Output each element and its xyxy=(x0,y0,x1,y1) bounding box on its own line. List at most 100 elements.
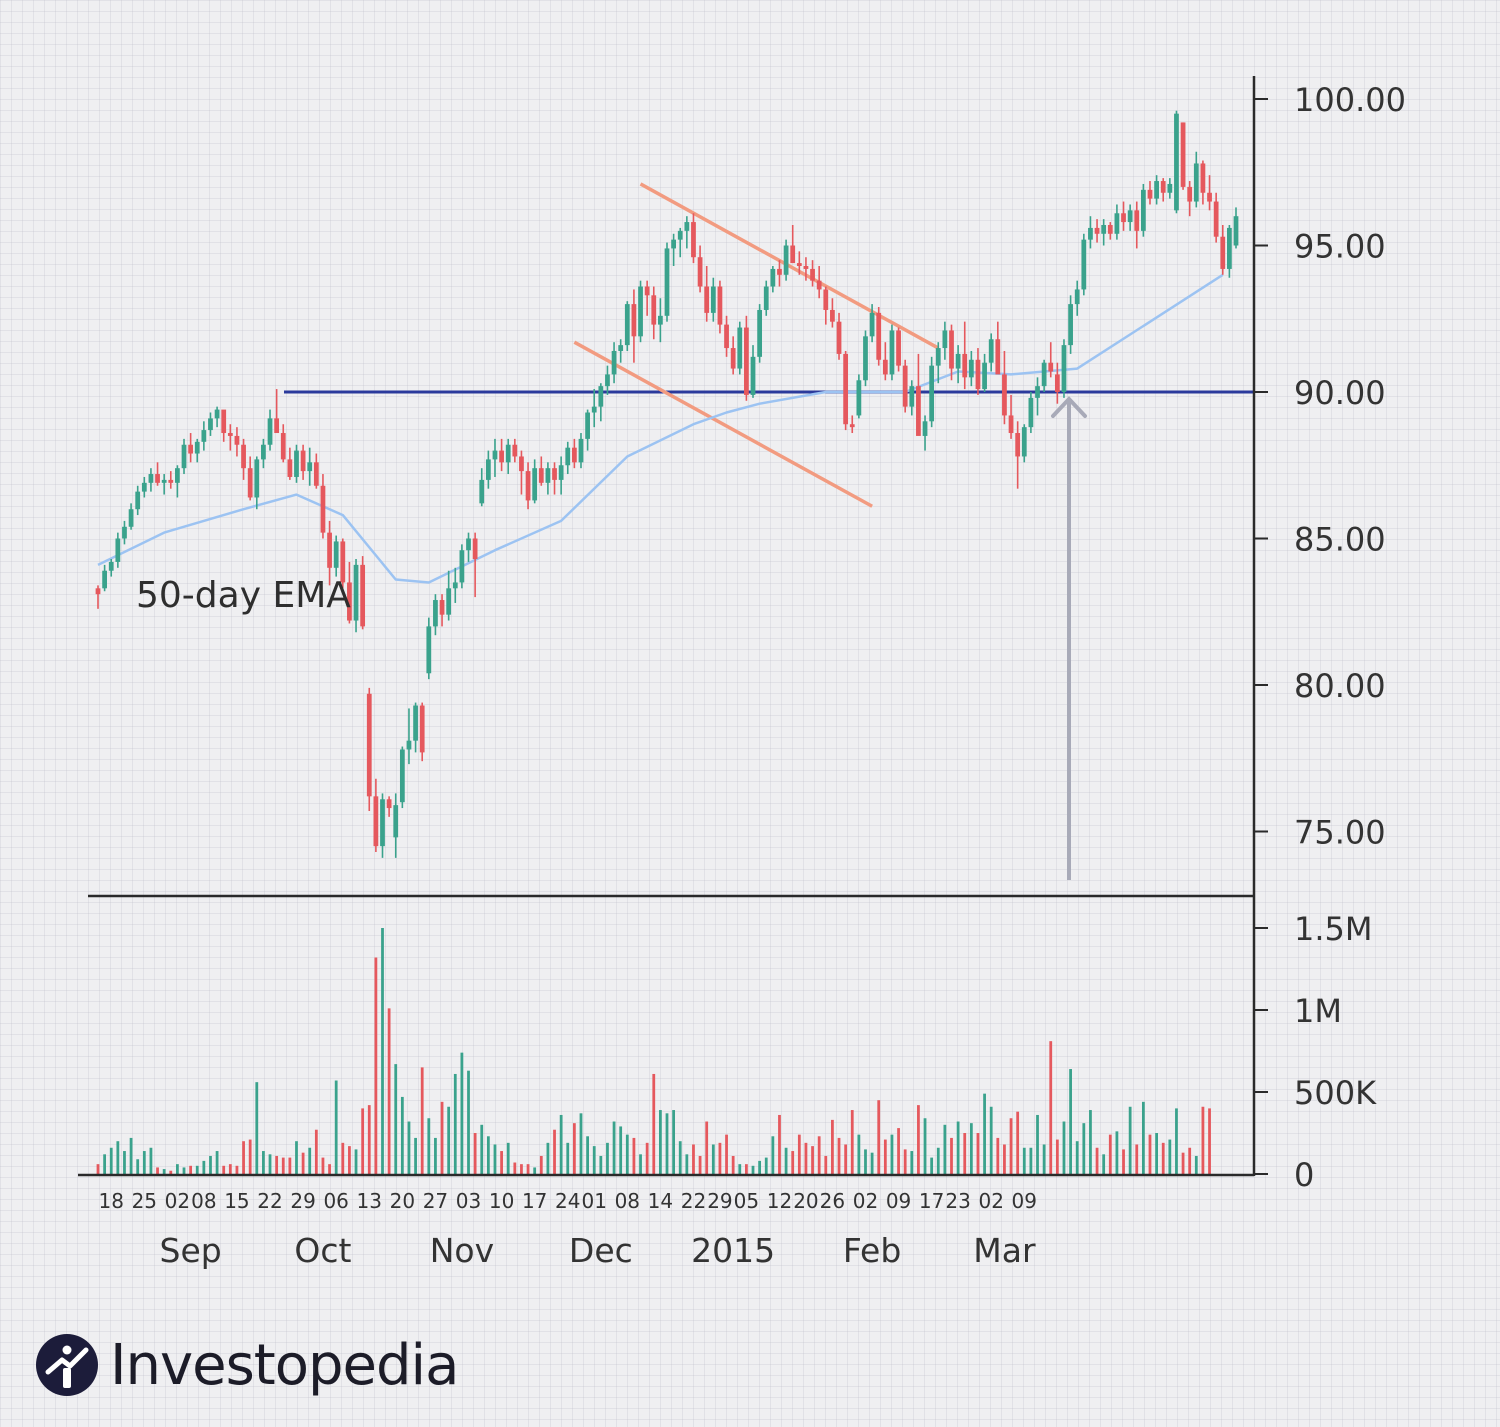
candle xyxy=(902,359,908,413)
candle xyxy=(545,462,551,495)
candle-body xyxy=(763,286,769,310)
candle-body xyxy=(1121,213,1126,223)
candle-body xyxy=(1021,427,1027,457)
volume-bar xyxy=(526,1164,530,1174)
volume-bar xyxy=(579,1113,583,1174)
candle-body xyxy=(909,386,915,407)
volume-bar xyxy=(844,1144,848,1174)
candle xyxy=(578,433,584,469)
brand-logo: Investopedia xyxy=(34,1330,459,1400)
candle xyxy=(942,321,948,360)
volume-bar xyxy=(486,1136,490,1174)
candle-body xyxy=(155,474,160,483)
candle xyxy=(1081,233,1087,296)
candle xyxy=(135,485,141,516)
candle xyxy=(413,702,418,753)
volume-bar xyxy=(407,1121,411,1174)
volume-bar xyxy=(248,1139,252,1174)
volume-bar xyxy=(625,1134,629,1174)
candle xyxy=(1220,224,1226,275)
candle xyxy=(201,421,207,451)
volume-bar xyxy=(963,1133,967,1174)
day-tick-label: 03 xyxy=(456,1189,481,1213)
candle xyxy=(1174,110,1179,214)
channel-lower-line xyxy=(573,340,873,508)
candle-body xyxy=(724,324,729,349)
candle xyxy=(916,353,921,436)
volume-bar xyxy=(692,1144,695,1174)
volume-bar xyxy=(301,1152,305,1174)
volume-bar xyxy=(1188,1147,1192,1174)
candle xyxy=(122,520,127,545)
candle xyxy=(393,793,399,858)
price-tick-label: 85.00 xyxy=(1294,521,1386,559)
candle xyxy=(128,503,134,530)
candle xyxy=(1227,224,1232,278)
candle xyxy=(1134,201,1140,249)
candle-body xyxy=(882,359,888,375)
volume-bar xyxy=(665,1113,669,1174)
volume-bar xyxy=(295,1141,298,1174)
candlestick-series xyxy=(95,110,1239,858)
volume-bar xyxy=(850,1110,854,1174)
volume-bar xyxy=(751,1165,755,1174)
volume-bar xyxy=(652,1073,656,1174)
candle xyxy=(353,559,359,633)
candle xyxy=(1213,192,1219,243)
candle xyxy=(406,708,412,765)
volume-bar xyxy=(632,1137,636,1174)
volume-bar xyxy=(500,1151,503,1174)
candle-body xyxy=(591,406,597,413)
candle-body xyxy=(386,799,392,809)
candle-body xyxy=(796,263,802,267)
candle-body xyxy=(856,380,862,416)
price-tick-label: 100.00 xyxy=(1294,81,1406,119)
volume-bar xyxy=(334,1080,338,1174)
volume-bar xyxy=(228,1164,232,1174)
candle-body xyxy=(327,532,332,568)
candle xyxy=(744,315,749,401)
candle xyxy=(267,409,273,451)
volume-bar xyxy=(394,1064,398,1174)
candle xyxy=(1167,178,1173,199)
candle-body xyxy=(333,541,339,568)
candle xyxy=(1207,175,1212,211)
candle xyxy=(254,456,260,510)
volume-bar xyxy=(983,1093,986,1174)
candle xyxy=(300,444,306,480)
candle xyxy=(1200,160,1206,205)
candle xyxy=(466,532,471,562)
candle-body xyxy=(1107,224,1113,234)
candle-body xyxy=(585,412,590,439)
candle-body xyxy=(519,456,524,472)
candle xyxy=(704,266,710,322)
candle-body xyxy=(320,485,326,533)
candle xyxy=(882,342,888,381)
candle xyxy=(141,476,147,498)
candle-body xyxy=(1088,227,1093,240)
candle xyxy=(552,462,557,495)
candle xyxy=(234,427,240,457)
candle xyxy=(1140,183,1146,237)
candle xyxy=(194,438,200,463)
volume-bar xyxy=(606,1142,609,1174)
candle-body xyxy=(730,348,736,369)
volume-bar xyxy=(1135,1144,1139,1174)
candle-body xyxy=(313,462,319,486)
candle-body xyxy=(399,749,405,803)
volume-bar xyxy=(1181,1152,1185,1174)
volume-bar xyxy=(1155,1133,1158,1174)
volume-bar xyxy=(1194,1155,1198,1174)
candle-body xyxy=(426,626,432,674)
candle-body xyxy=(300,450,306,472)
volume-bar xyxy=(745,1164,748,1174)
candle-body xyxy=(717,286,723,325)
volume-bar xyxy=(969,1123,973,1174)
candle xyxy=(519,450,524,495)
volume-bar xyxy=(1082,1123,1086,1174)
candle xyxy=(750,345,756,398)
candle xyxy=(433,594,438,636)
investopedia-logo-icon xyxy=(36,1334,98,1396)
candle xyxy=(439,594,445,627)
candle-body xyxy=(770,268,776,287)
